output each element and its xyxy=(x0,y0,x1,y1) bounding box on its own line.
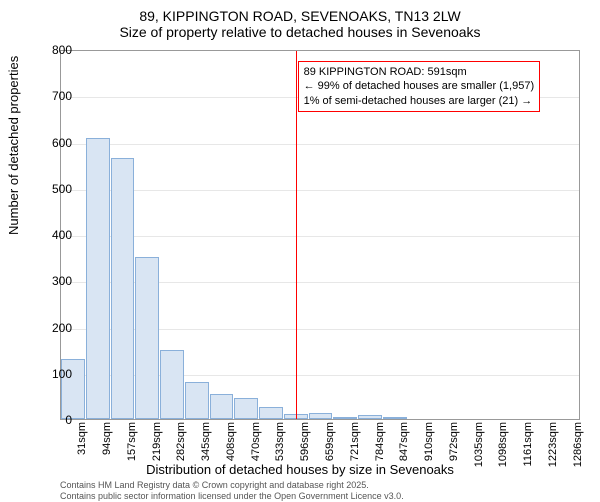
ytick-label: 200 xyxy=(32,321,72,335)
histogram-bar xyxy=(309,413,333,419)
ytick-label: 0 xyxy=(32,413,72,427)
histogram-bar xyxy=(333,417,357,419)
xtick-label: 345sqm xyxy=(200,422,212,482)
xtick-label: 282sqm xyxy=(175,422,187,482)
chart-title-main: 89, KIPPINGTON ROAD, SEVENOAKS, TN13 2LW xyxy=(0,0,600,24)
annotation-line-3: 1% of semi-detached houses are larger (2… xyxy=(304,94,535,108)
histogram-bar xyxy=(86,138,110,419)
xtick-label: 219sqm xyxy=(151,422,163,482)
xtick-label: 596sqm xyxy=(299,422,311,482)
xtick-label: 1098sqm xyxy=(497,422,509,482)
annotation-line-1: 89 KIPPINGTON ROAD: 591sqm xyxy=(304,65,535,79)
xtick-label: 721sqm xyxy=(349,422,361,482)
xtick-label: 533sqm xyxy=(274,422,286,482)
histogram-bar xyxy=(358,415,382,419)
ytick-label: 500 xyxy=(32,182,72,196)
xtick-label: 470sqm xyxy=(250,422,262,482)
ytick-label: 800 xyxy=(32,43,72,57)
xtick-label: 1035sqm xyxy=(473,422,485,482)
chart-title-sub: Size of property relative to detached ho… xyxy=(0,24,600,40)
xtick-label: 31sqm xyxy=(76,422,88,482)
annotation-line-2: ← 99% of detached houses are smaller (1,… xyxy=(304,79,535,93)
xtick-label: 157sqm xyxy=(126,422,138,482)
xtick-label: 910sqm xyxy=(423,422,435,482)
plot-area: 89 KIPPINGTON ROAD: 591sqm← 99% of detac… xyxy=(60,50,580,420)
xtick-label: 94sqm xyxy=(101,422,113,482)
histogram-bar xyxy=(185,382,209,419)
histogram-bar xyxy=(234,398,258,419)
histogram-bar xyxy=(135,257,159,419)
xtick-label: 408sqm xyxy=(225,422,237,482)
xtick-label: 659sqm xyxy=(324,422,336,482)
chart-container: 89, KIPPINGTON ROAD, SEVENOAKS, TN13 2LW… xyxy=(0,0,600,500)
histogram-bar xyxy=(383,417,407,419)
gridline xyxy=(61,236,579,237)
histogram-bar xyxy=(111,158,135,419)
ytick-label: 700 xyxy=(32,89,72,103)
xtick-label: 1161sqm xyxy=(522,422,534,482)
xtick-label: 847sqm xyxy=(398,422,410,482)
ytick-label: 600 xyxy=(32,136,72,150)
xtick-label: 1286sqm xyxy=(572,422,584,482)
annotation-box: 89 KIPPINGTON ROAD: 591sqm← 99% of detac… xyxy=(298,61,541,112)
y-axis-title: Number of detached properties xyxy=(6,56,21,235)
gridline xyxy=(61,144,579,145)
ytick-label: 400 xyxy=(32,228,72,242)
footer-note: Contains HM Land Registry data © Crown c… xyxy=(60,480,404,502)
xtick-label: 784sqm xyxy=(374,422,386,482)
histogram-bar xyxy=(210,394,234,419)
ytick-label: 100 xyxy=(32,367,72,381)
histogram-bar xyxy=(160,350,184,419)
gridline xyxy=(61,190,579,191)
histogram-bar xyxy=(259,407,283,419)
ytick-label: 300 xyxy=(32,274,72,288)
xtick-label: 972sqm xyxy=(448,422,460,482)
xtick-label: 1223sqm xyxy=(547,422,559,482)
